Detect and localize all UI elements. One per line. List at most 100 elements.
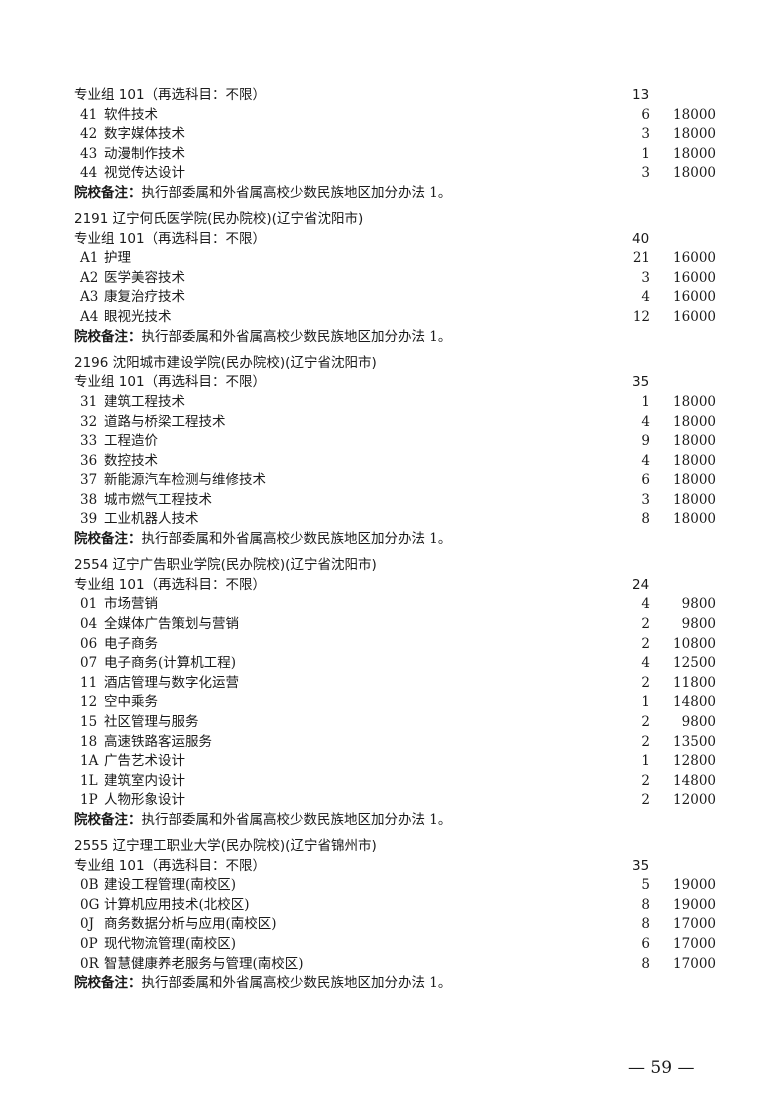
major-fee: 19000 <box>673 896 716 913</box>
major-code: 1P <box>80 792 98 809</box>
major-code: A3 <box>80 289 99 306</box>
note-label: 院校备注： <box>74 975 142 992</box>
major-fee: 12500 <box>673 655 716 672</box>
major-count: 2 <box>641 615 650 632</box>
major-fee: 18000 <box>673 511 716 528</box>
major-count: 2 <box>641 635 650 652</box>
major-code: 01 <box>80 596 98 613</box>
major-count: 12 <box>632 309 650 326</box>
major-code: 04 <box>80 615 98 632</box>
major-fee: 18000 <box>673 433 716 450</box>
major-name: 商务数据分析与应用(南校区) <box>104 916 277 933</box>
major-group-row: 专业组 101（再选科目：不限） 24 <box>74 576 724 596</box>
major-code: 44 <box>80 165 98 182</box>
major-name: 全媒体广告策划与营销 <box>104 615 239 632</box>
group-name: 专业组 101（再选科目：不限） <box>74 576 267 593</box>
major-count: 2 <box>641 772 650 789</box>
major-name: 护理 <box>104 250 131 267</box>
major-row: A1 护理 21 16000 <box>74 249 724 269</box>
major-group-row: 专业组 101（再选科目：不限） 35 <box>74 857 724 877</box>
major-fee: 18000 <box>673 106 716 123</box>
note-text: 执行部委属和外省属高校少数民族地区加分办法 1。 <box>141 184 452 201</box>
major-code: 06 <box>80 635 98 652</box>
note-text: 执行部委属和外省属高校少数民族地区加分办法 1。 <box>141 531 452 548</box>
major-row: 01 市场营销 4 9800 <box>74 595 724 615</box>
major-row: 06 电子商务 2 10800 <box>74 635 724 655</box>
note-text: 执行部委属和外省属高校少数民族地区加分办法 1。 <box>141 811 452 828</box>
major-count: 6 <box>641 935 650 952</box>
major-name: 建筑室内设计 <box>104 772 185 789</box>
major-count: 2 <box>641 674 650 691</box>
major-fee: 19000 <box>673 877 716 894</box>
note-label: 院校备注： <box>74 184 142 201</box>
major-count: 2 <box>641 713 650 730</box>
major-row: A4 眼视光技术 12 16000 <box>74 308 724 328</box>
major-row: 43 动漫制作技术 1 18000 <box>74 145 724 165</box>
major-fee: 17000 <box>673 955 716 972</box>
major-name: 电子商务(计算机工程) <box>104 655 237 672</box>
major-name: 医学美容技术 <box>104 269 185 286</box>
major-row: 38 城市燃气工程技术 3 18000 <box>74 491 724 511</box>
school-header: 2554 辽宁广告职业学院(民办院校)(辽宁省沈阳市) <box>74 557 377 574</box>
major-row: 0B 建设工程管理(南校区) 5 19000 <box>74 876 724 896</box>
major-fee: 18000 <box>673 393 716 410</box>
major-row: A3 康复治疗技术 4 16000 <box>74 288 724 308</box>
major-code: 38 <box>80 491 98 508</box>
major-name: 动漫制作技术 <box>104 145 185 162</box>
major-row: 41 软件技术 6 18000 <box>74 106 724 126</box>
major-row: 11 酒店管理与数字化运营 2 11800 <box>74 674 724 694</box>
major-name: 广告艺术设计 <box>104 753 185 770</box>
major-count: 2 <box>641 792 650 809</box>
major-count: 1 <box>641 694 650 711</box>
group-name: 专业组 101（再选科目：不限） <box>74 230 267 247</box>
school-note: 院校备注：执行部委属和外省属高校少数民族地区加分办法 1。 <box>74 811 724 831</box>
major-row: 1P 人物形象设计 2 12000 <box>74 791 724 811</box>
major-fee: 17000 <box>673 916 716 933</box>
major-fee: 18000 <box>673 145 716 162</box>
major-code: A4 <box>80 309 99 326</box>
major-fee: 16000 <box>673 309 716 326</box>
major-fee: 16000 <box>673 269 716 286</box>
note-text: 执行部委属和外省属高校少数民族地区加分办法 1。 <box>141 328 452 345</box>
major-fee: 14800 <box>673 772 716 789</box>
major-row: 04 全媒体广告策划与营销 2 9800 <box>74 615 724 635</box>
major-name: 智慧健康养老服务与管理(南校区) <box>104 955 304 972</box>
major-code: 0P <box>80 935 98 952</box>
major-name: 康复治疗技术 <box>104 289 185 306</box>
group-count: 24 <box>632 576 650 593</box>
major-code: 31 <box>80 393 98 410</box>
major-count: 8 <box>641 916 650 933</box>
major-code: 1A <box>80 753 99 770</box>
major-code: 39 <box>80 511 98 528</box>
major-code: 07 <box>80 655 98 672</box>
major-count: 3 <box>641 165 650 182</box>
major-count: 6 <box>641 472 650 489</box>
group-name: 专业组 101（再选科目：不限） <box>74 87 267 103</box>
major-row: 0J 商务数据分析与应用(南校区) 8 17000 <box>74 915 724 935</box>
major-name: 新能源汽车检测与维修技术 <box>104 472 266 489</box>
group-name: 专业组 101（再选科目：不限） <box>74 374 267 391</box>
major-name: 城市燃气工程技术 <box>104 491 212 508</box>
major-count: 4 <box>641 596 650 613</box>
major-group-row: 专业组 101（再选科目：不限） 13 <box>74 86 724 106</box>
major-name: 数字媒体技术 <box>104 126 185 143</box>
major-fee: 18000 <box>673 165 716 182</box>
major-fee: 18000 <box>673 413 716 430</box>
major-code: 42 <box>80 126 98 143</box>
school-note: 院校备注：执行部委属和外省属高校少数民族地区加分办法 1。 <box>74 530 724 550</box>
major-count: 8 <box>641 511 650 528</box>
major-row: 18 高速铁路客运服务 2 13500 <box>74 733 724 753</box>
major-count: 3 <box>641 491 650 508</box>
major-name: 市场营销 <box>104 596 158 613</box>
major-count: 4 <box>641 413 650 430</box>
major-name: 眼视光技术 <box>104 309 172 326</box>
major-code: A2 <box>80 269 99 286</box>
major-code: 12 <box>80 694 98 711</box>
major-count: 1 <box>641 393 650 410</box>
major-code: 36 <box>80 452 98 469</box>
major-fee: 13500 <box>673 733 716 750</box>
major-fee: 12800 <box>673 753 716 770</box>
major-row: 32 道路与桥梁工程技术 4 18000 <box>74 413 724 433</box>
page-number: — 59 — <box>628 1058 695 1078</box>
major-fee: 14800 <box>673 694 716 711</box>
